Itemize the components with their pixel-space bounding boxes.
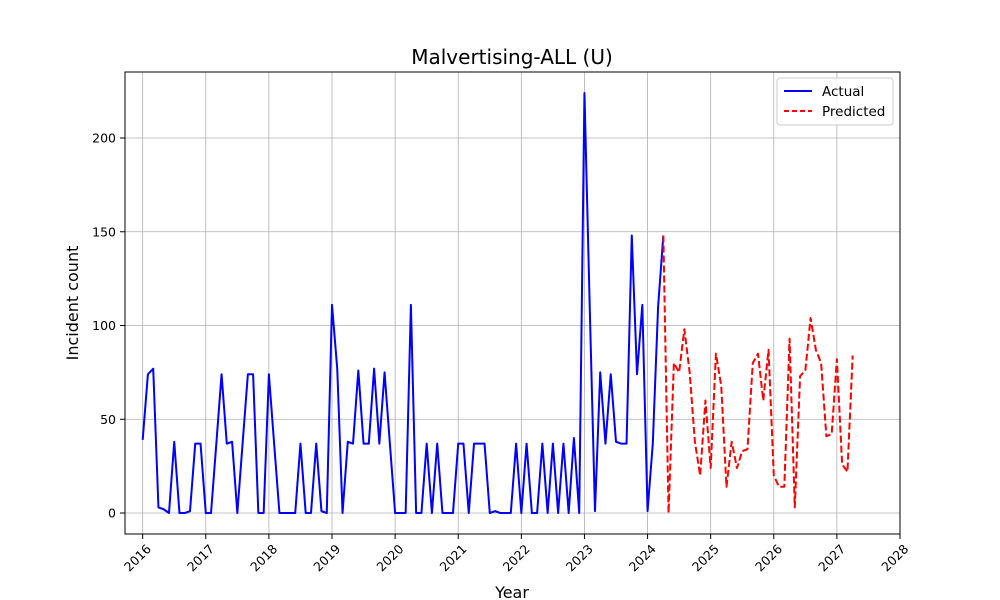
series-line-actual <box>141 92 665 514</box>
series-layer <box>141 92 854 514</box>
legend-label-predicted: Predicted <box>822 104 885 120</box>
legend-label-actual: Actual <box>822 84 864 100</box>
x-axis-label: Year <box>494 583 529 600</box>
y-tick-label: 0 <box>108 506 116 521</box>
chart-title: Malvertising-ALL (U) <box>411 45 613 69</box>
y-tick-label: 200 <box>92 131 116 146</box>
y-tick-label: 50 <box>100 412 116 427</box>
plot-frame <box>124 71 901 535</box>
y-axis-label: Incident count <box>63 246 82 361</box>
y-tick-label: 150 <box>92 224 116 239</box>
legend-box <box>776 77 894 126</box>
y-tick-label: 100 <box>92 318 116 333</box>
series-line-predicted <box>662 235 854 514</box>
y-axis: 0 50 100 150 200 <box>92 131 125 521</box>
legend: Actual Predicted <box>776 77 894 126</box>
